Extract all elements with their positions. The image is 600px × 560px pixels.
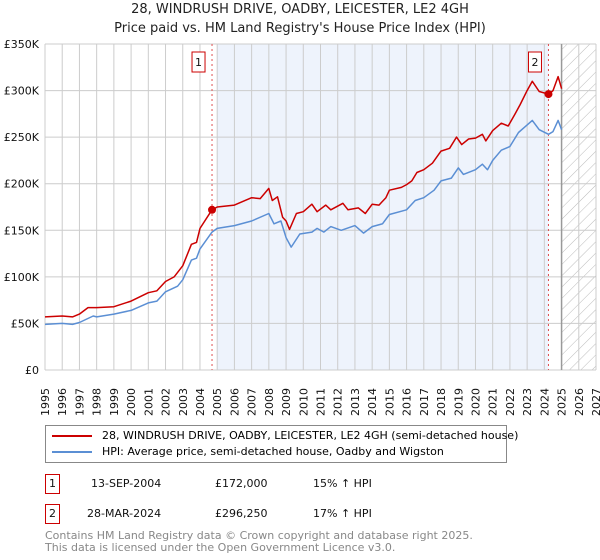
footer-copyright: Contains HM Land Registry data © Crown c… [45, 529, 473, 542]
x-tick-label: 2017 [418, 388, 431, 416]
x-tick-label: 2009 [280, 388, 293, 416]
legend-blue-line-icon [52, 451, 92, 453]
x-tick-label: 2020 [469, 388, 482, 416]
x-tick-label: 2004 [194, 388, 207, 416]
x-tick-label: 1999 [108, 388, 121, 416]
x-tick-label: 2015 [383, 388, 396, 416]
x-tick-label: 2008 [263, 388, 276, 416]
legend: 28, WINDRUSH DRIVE, OADBY, LEICESTER, LE… [45, 425, 518, 463]
marker-badge: 1 [45, 474, 60, 494]
price-chart: 1995 1996 1997 1998 1999 2000 2001 2002 2003 2004… [4, 38, 600, 416]
chart-title: 28, WINDRUSH DRIVE, OADBY, LEICESTER, LE… [131, 2, 469, 17]
sale-label-box [527, 51, 542, 73]
sale-label: 2 [531, 56, 538, 69]
x-tick-label: 2024 [538, 388, 551, 416]
sale-point-marker [208, 205, 217, 214]
y-tick-label: £50K [11, 317, 40, 330]
x-tick-label: 2026 [573, 388, 586, 416]
sale-point-marker [544, 90, 553, 99]
x-tick-label: 2018 [435, 388, 448, 416]
chart-subtitle: Price paid vs. HM Land Registry's House … [114, 21, 486, 36]
hpi-line [44, 119, 563, 326]
transaction-row: 1 13-SEP-2004 £172,000 15% ↑ HPI [45, 474, 545, 494]
y-tick-label: £300K [4, 85, 40, 98]
transaction-hpi: 17% ↑ HPI [313, 507, 372, 520]
x-tick-label: 2019 [452, 388, 465, 416]
transaction-price: £172,000 [215, 477, 268, 490]
transaction-hpi: 15% ↑ HPI [313, 477, 372, 490]
x-tick-label: 2014 [366, 388, 379, 416]
legend-red-line-icon [52, 435, 92, 437]
sale-period-shading [217, 44, 549, 370]
x-tick-label: 2006 [228, 388, 241, 416]
sale-label: 1 [195, 56, 202, 69]
x-tick-label: 2021 [487, 388, 500, 416]
x-tick-label: 2022 [504, 388, 517, 416]
transaction-row: 2 28-MAR-2024 £296,250 17% ↑ HPI [45, 504, 545, 524]
legend-item-property: 28, WINDRUSH DRIVE, OADBY, LEICESTER, LE… [52, 429, 518, 443]
x-tick-label: 2011 [315, 388, 328, 416]
legend-item-hpi: HPI: Average price, semi-detached house,… [52, 445, 444, 459]
y-tick-label: £350K [4, 38, 40, 51]
x-tick-label: 2010 [297, 388, 310, 416]
x-tick-label: 2007 [246, 388, 259, 416]
x-tick-label: 1998 [91, 388, 104, 416]
property-price-line [44, 75, 563, 318]
sale-label-box [191, 51, 206, 73]
y-tick-label: £200K [4, 178, 40, 191]
transaction-date: 13-SEP-2004 [91, 477, 162, 490]
x-tick-label: 2005 [211, 388, 224, 416]
transaction-price: £296,250 [215, 507, 268, 520]
transaction-date: 28-MAR-2024 [87, 507, 162, 520]
y-tick-label: £100K [4, 271, 40, 284]
x-tick-label: 2023 [521, 388, 534, 416]
footer-licence: This data is licensed under the Open Gov… [45, 541, 396, 554]
x-tick-label: 2002 [160, 388, 173, 416]
legend-label: 28, WINDRUSH DRIVE, OADBY, LEICESTER, LE… [102, 429, 519, 442]
x-tick-label: 1995 [39, 388, 52, 416]
x-tick-label: 2003 [177, 388, 190, 416]
marker-badge: 2 [45, 504, 60, 524]
x-tick-label: 2012 [332, 388, 345, 416]
x-tick-label: 2001 [142, 388, 155, 416]
y-tick-label: £250K [4, 131, 40, 144]
x-tick-label: 2016 [401, 388, 414, 416]
x-tick-label: 1996 [56, 388, 69, 416]
x-tick-label: 2025 [556, 388, 569, 416]
legend-label: HPI: Average price, semi-detached house,… [102, 445, 444, 458]
x-tick-label: 1997 [73, 388, 86, 416]
y-tick-label: £150K [4, 224, 40, 237]
x-tick-label: 2013 [349, 388, 362, 416]
y-tick-label: £0 [25, 364, 39, 377]
x-tick-label: 2000 [125, 388, 138, 416]
x-tick-label: 2027 [590, 388, 600, 416]
